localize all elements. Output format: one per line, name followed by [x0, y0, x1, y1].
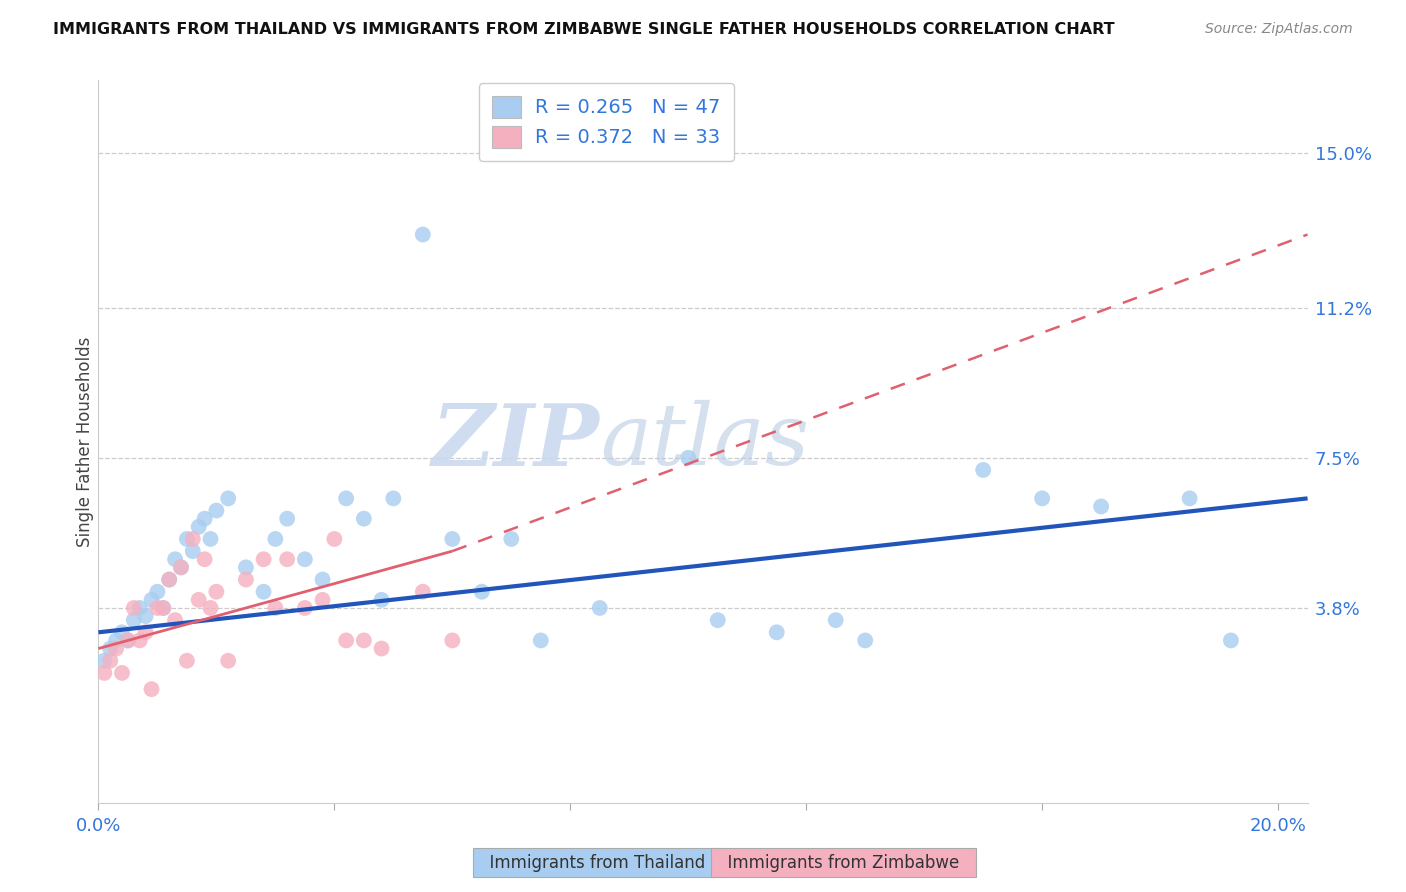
Point [111, 665, 134, 680]
Point [217, 654, 239, 668]
Point [370, 641, 392, 656]
Point [501, 532, 523, 546]
Point [152, 601, 174, 615]
Point [264, 532, 287, 546]
Text: atlas: atlas [600, 401, 810, 483]
Point [765, 625, 787, 640]
Point [1090, 500, 1112, 514]
Point [98, 641, 121, 656]
Point [141, 592, 163, 607]
Point [200, 601, 222, 615]
Point [117, 633, 139, 648]
Point [353, 633, 375, 648]
Point [157, 573, 180, 587]
Point [252, 552, 274, 566]
Point [294, 552, 316, 566]
Point [176, 654, 198, 668]
Point [152, 601, 174, 615]
Point [824, 613, 846, 627]
Point [311, 592, 333, 607]
Point [311, 573, 333, 587]
Point [853, 633, 876, 648]
Point [335, 491, 357, 506]
Point [128, 601, 150, 615]
Text: IMMIGRANTS FROM THAILAND VS IMMIGRANTS FROM ZIMBABWE SINGLE FATHER HOUSEHOLDS CO: IMMIGRANTS FROM THAILAND VS IMMIGRANTS F… [53, 22, 1115, 37]
Point [105, 633, 128, 648]
Point [135, 609, 157, 624]
Point [187, 520, 209, 534]
Point [117, 633, 139, 648]
Point [589, 601, 612, 615]
Point [170, 560, 193, 574]
Point [176, 532, 198, 546]
Point [105, 641, 128, 656]
Point [93, 665, 115, 680]
Point [165, 613, 187, 627]
Point [441, 633, 464, 648]
Point [165, 552, 187, 566]
Point [972, 463, 994, 477]
Point [98, 654, 121, 668]
Point [706, 613, 728, 627]
Point [1219, 633, 1241, 648]
Y-axis label: Single Father Households: Single Father Households [76, 336, 94, 547]
Point [181, 532, 204, 546]
Point [194, 552, 217, 566]
Point [181, 544, 204, 558]
Point [146, 584, 169, 599]
Point [205, 584, 228, 599]
Text: Immigrants from Zimbabwe: Immigrants from Zimbabwe [717, 854, 970, 871]
Point [170, 560, 193, 574]
Point [276, 511, 298, 525]
Point [141, 682, 163, 697]
Point [194, 511, 217, 525]
Point [146, 601, 169, 615]
Point [1178, 491, 1201, 506]
Point [217, 491, 239, 506]
Point [235, 560, 257, 574]
Point [678, 450, 700, 465]
Point [128, 633, 150, 648]
Point [187, 592, 209, 607]
Point [111, 625, 134, 640]
Point [412, 584, 434, 599]
Legend: R = 0.265   N = 47, R = 0.372   N = 33: R = 0.265 N = 47, R = 0.372 N = 33 [478, 83, 734, 161]
Point [276, 552, 298, 566]
Point [382, 491, 405, 506]
Point [412, 227, 434, 242]
Point [264, 601, 287, 615]
Point [335, 633, 357, 648]
Point [294, 601, 316, 615]
Point [157, 573, 180, 587]
Point [252, 584, 274, 599]
Point [323, 532, 346, 546]
Point [1031, 491, 1053, 506]
Point [370, 592, 392, 607]
Point [530, 633, 553, 648]
Point [471, 584, 494, 599]
Point [441, 532, 464, 546]
Point [122, 613, 145, 627]
Point [200, 532, 222, 546]
Point [235, 573, 257, 587]
Text: Immigrants from Thailand: Immigrants from Thailand [479, 854, 716, 871]
Point [122, 601, 145, 615]
Text: Source: ZipAtlas.com: Source: ZipAtlas.com [1205, 22, 1353, 37]
Point [93, 654, 115, 668]
Point [353, 511, 375, 525]
Text: ZIP: ZIP [433, 400, 600, 483]
Point [135, 625, 157, 640]
Point [205, 503, 228, 517]
